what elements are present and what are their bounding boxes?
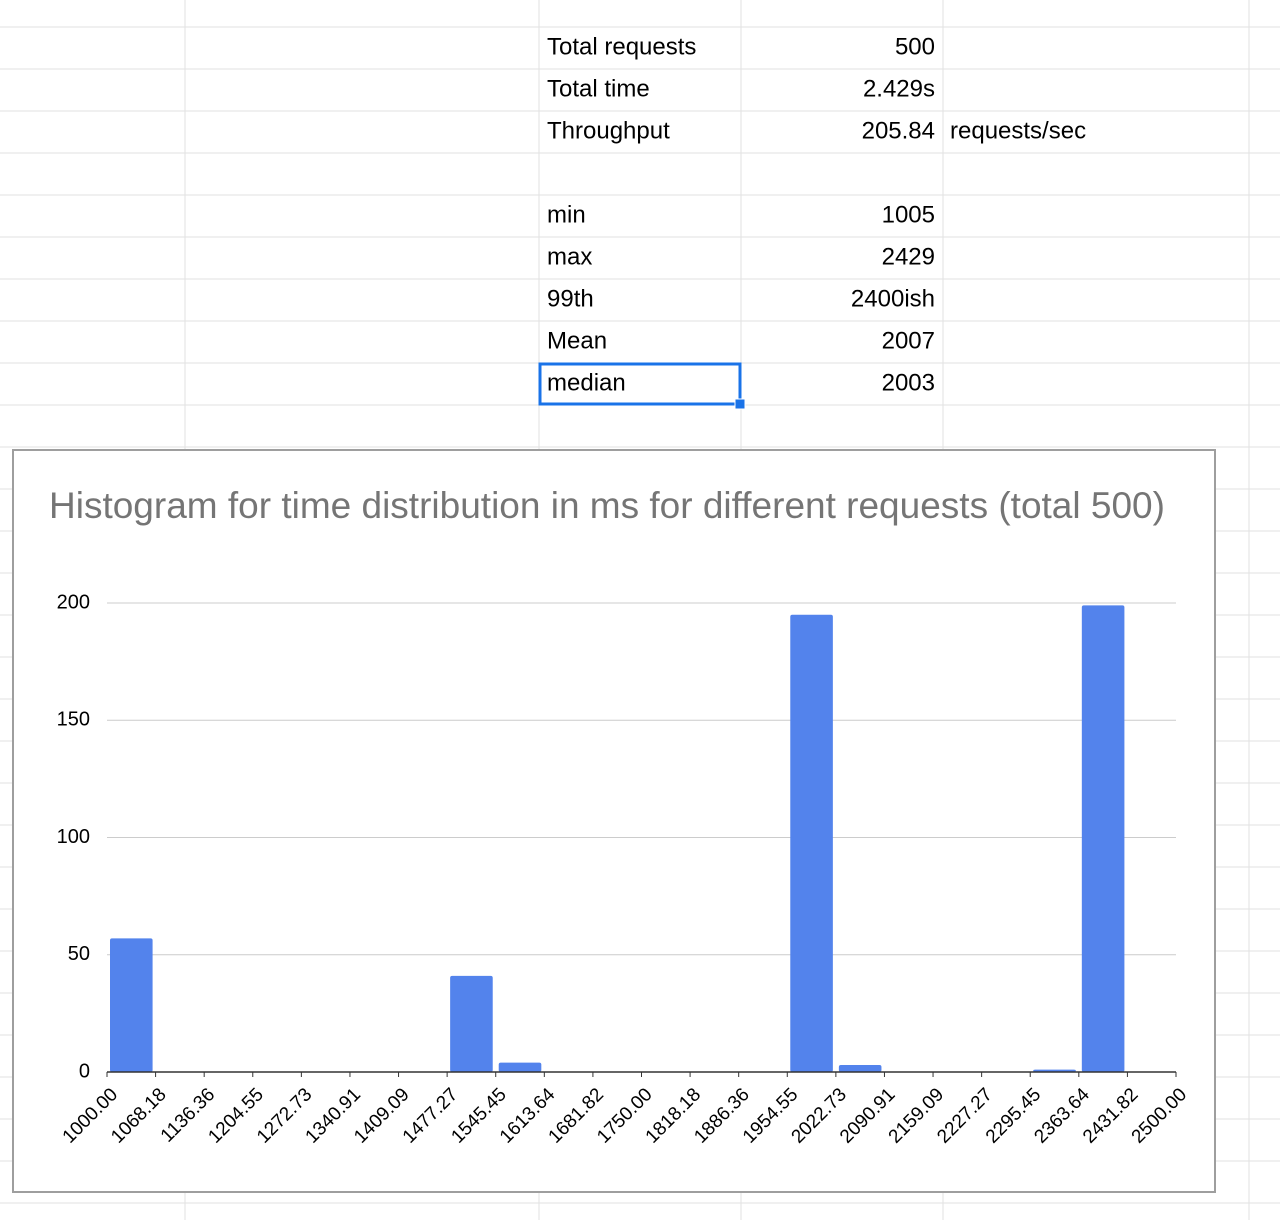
bar	[450, 975, 493, 1072]
bar	[790, 614, 833, 1072]
cell-label: Mean	[547, 327, 607, 354]
selection-handle	[734, 398, 746, 410]
y-tick-label: 0	[79, 1060, 90, 1082]
cell-label: min	[547, 201, 586, 228]
bar	[110, 938, 153, 1072]
chart-frame	[12, 449, 1216, 1193]
bar	[1081, 605, 1125, 1072]
bar	[838, 1064, 882, 1072]
y-tick-label: 150	[57, 709, 90, 731]
cell-value: 2400ish	[851, 285, 935, 312]
y-tick-label: 200	[57, 591, 90, 613]
cell-value: 1005	[882, 201, 935, 228]
y-tick-label: 50	[68, 943, 90, 965]
cell-value: 2429	[882, 243, 935, 270]
cell-value: 2.429s	[863, 75, 935, 102]
cell-label: Total requests	[547, 33, 696, 60]
cell-value: 2003	[882, 369, 935, 396]
cell-value: 2007	[882, 327, 935, 354]
cell-label: max	[547, 243, 592, 270]
cell-value: 500	[895, 33, 935, 60]
cell-unit: requests/sec	[950, 117, 1086, 144]
cell-label: median	[547, 369, 626, 396]
y-tick-label: 100	[57, 826, 90, 848]
cell-label: 99th	[547, 285, 594, 312]
bar	[498, 1062, 542, 1072]
cell-label: Total time	[547, 75, 650, 102]
chart-title: Histogram for time distribution in ms fo…	[49, 485, 1165, 526]
cell-label: Throughput	[547, 117, 670, 144]
selected-cell	[538, 362, 742, 406]
cell-value: 205.84	[862, 117, 935, 144]
